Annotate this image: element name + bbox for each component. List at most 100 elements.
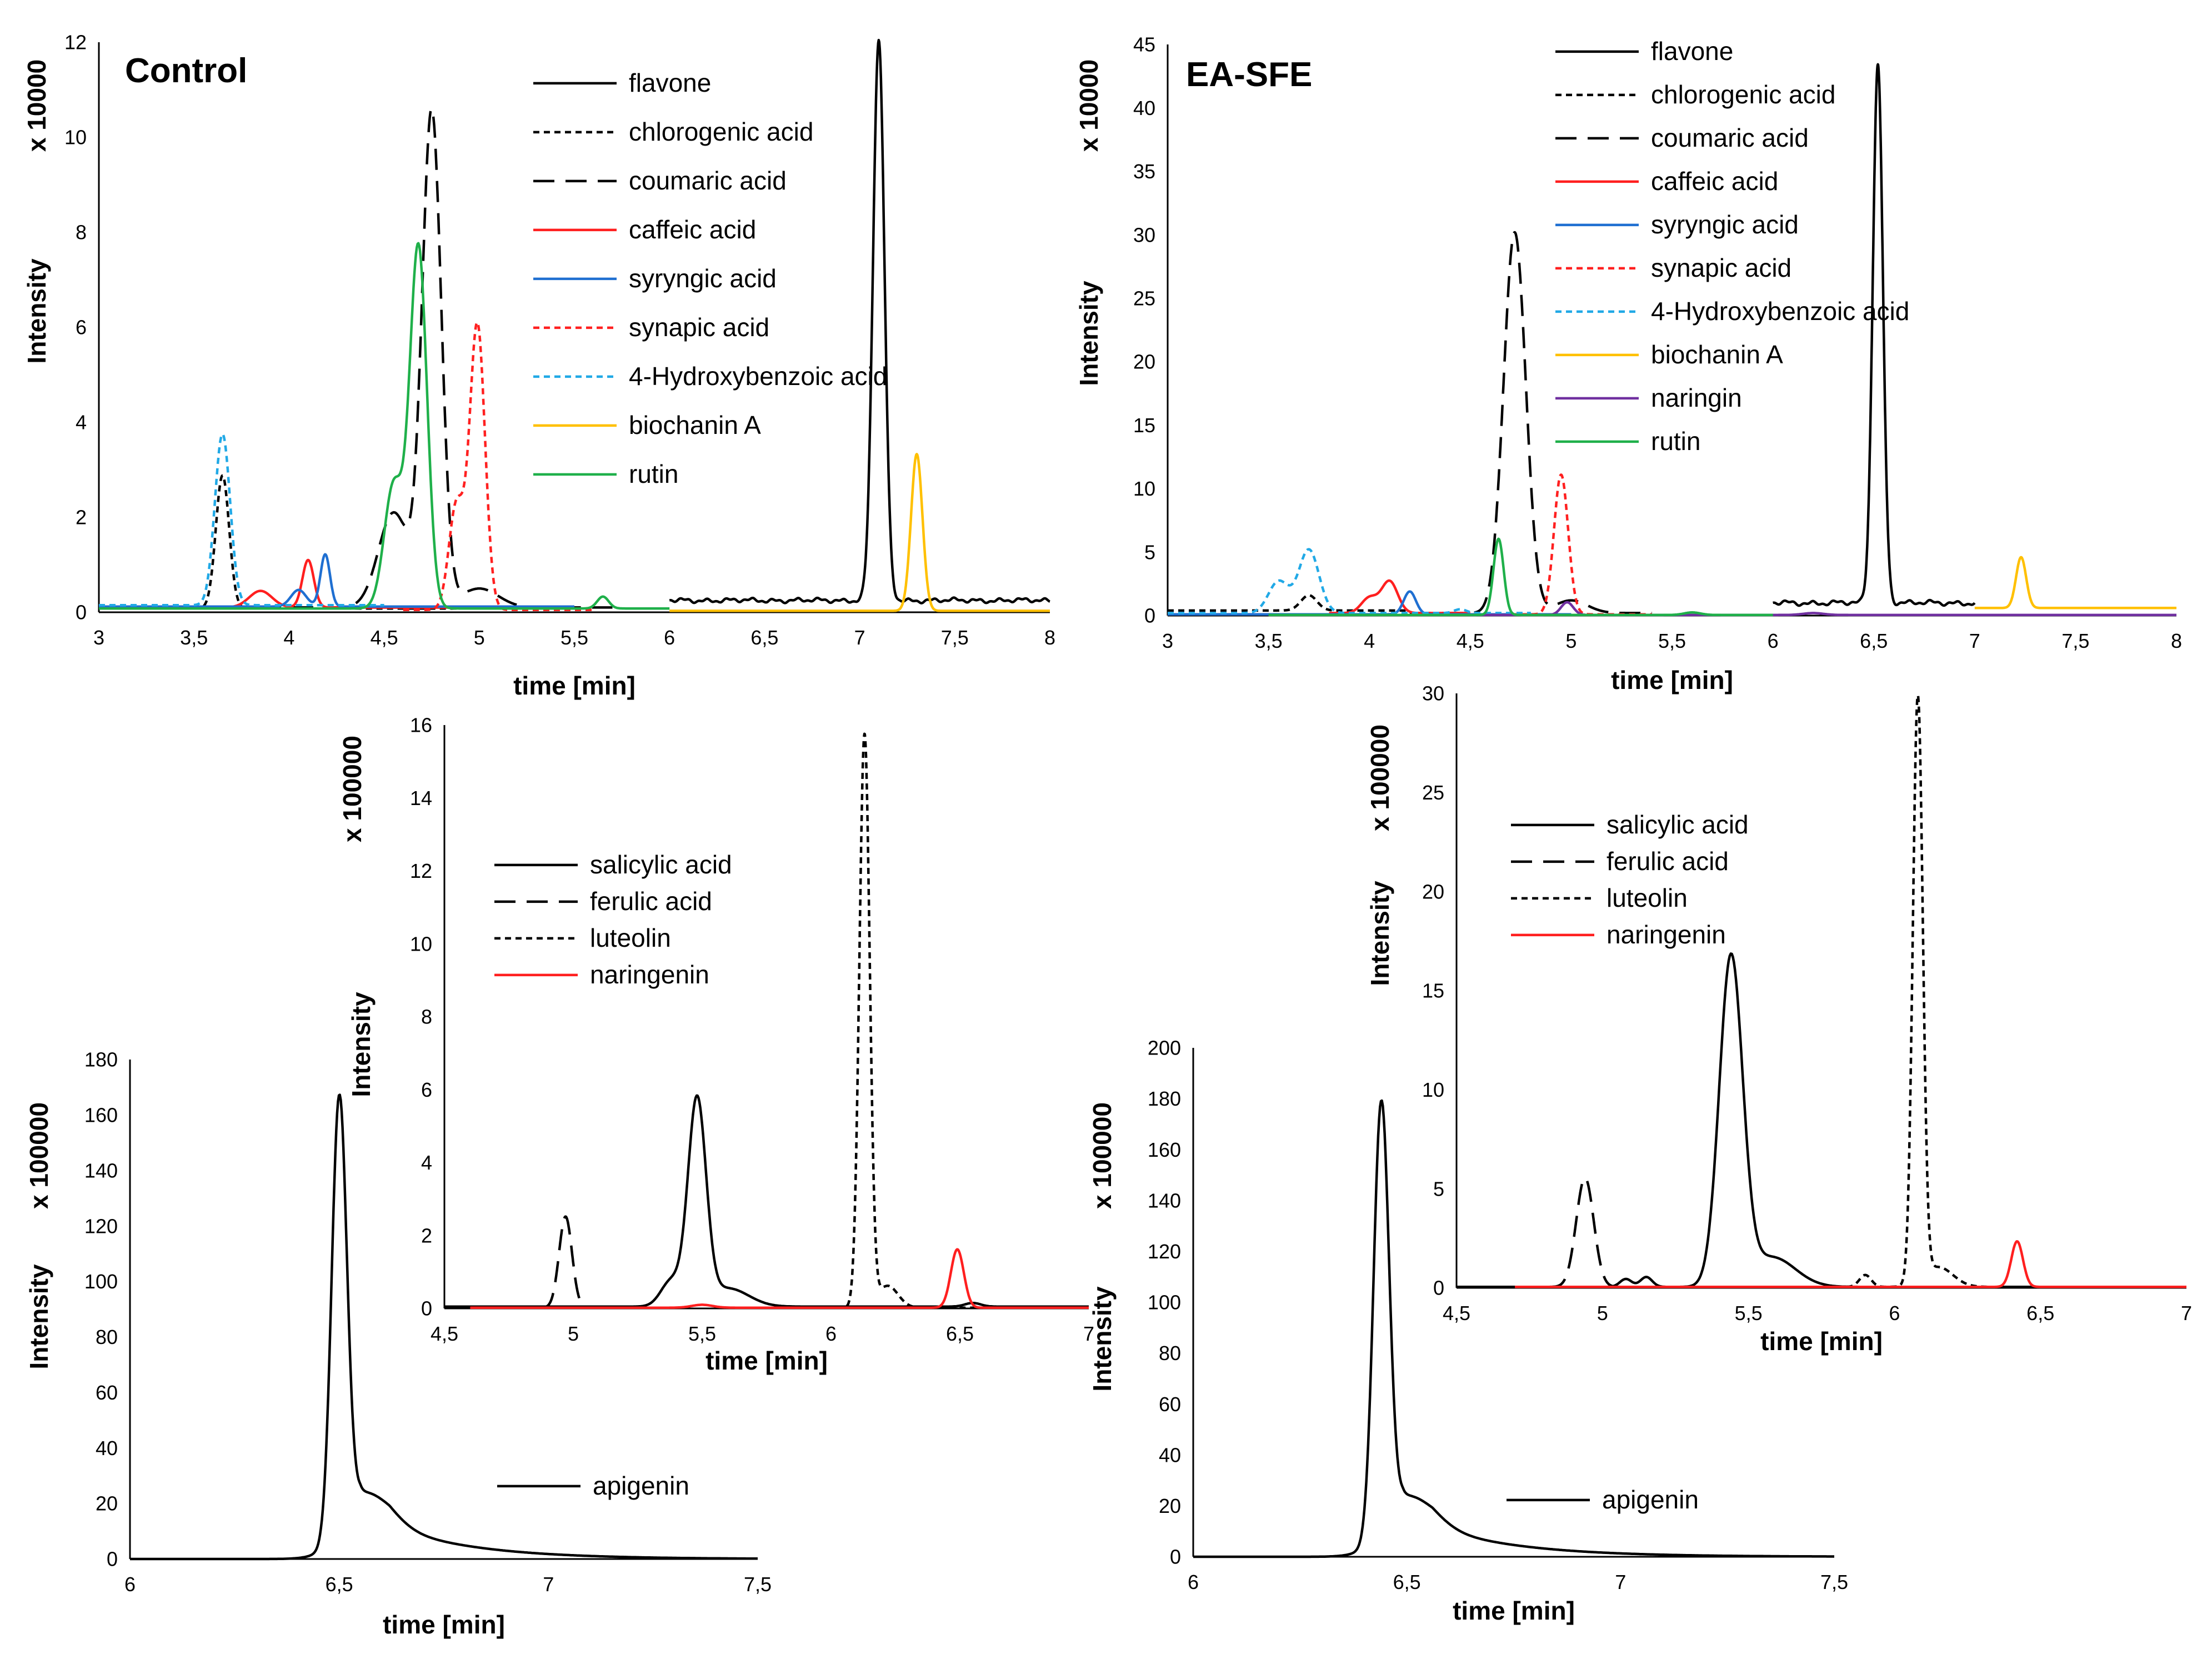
y-tick-label: 35 (1133, 160, 1155, 183)
legend-label: coumaric acid (1651, 123, 1809, 152)
chart-title: EA-SFE (1186, 56, 1312, 94)
series-coumaric-acid (1409, 231, 1653, 614)
legend-label: flavone (629, 68, 711, 97)
y-tick-label: 0 (1170, 1546, 1181, 1568)
y-tick-label: 80 (1159, 1342, 1181, 1365)
y-tick-label: 30 (1422, 682, 1444, 705)
y-tick-label: 180 (84, 1048, 118, 1071)
y-tick-label: 12 (64, 31, 87, 54)
series-flavone (1771, 63, 1976, 607)
legend-label: rutin (629, 459, 678, 488)
x-tick-label: 5,5 (1735, 1302, 1763, 1325)
y-tick-label: 6 (76, 316, 87, 339)
y-axis-label: Intensity (1088, 1286, 1117, 1392)
x-tick-label: 5,5 (560, 626, 588, 649)
control-inset-chart: 0 2 4 6 8 10 12 14 16 4,5 5 5,5 6 6,5 7 time [min] Inten… (338, 714, 1094, 1375)
y-tick-label: 40 (1159, 1443, 1181, 1466)
x-tick-label: 3 (93, 626, 104, 649)
series-chlorogenic-acid (1167, 594, 1411, 612)
easfe-main-chart: 0 5 10 15 20 25 30 35 40 45 3 3,5 4 4,5 5 5,5 6 6,5 7 7,5 8 t… (1074, 33, 2182, 694)
series-salicylic-acid (1456, 952, 2187, 1288)
x-tick-label: 6,5 (750, 626, 778, 649)
x-tick-label: 5 (1597, 1302, 1608, 1325)
x-axis-label: time [min] (1760, 1327, 1883, 1356)
y-tick-label: 160 (1148, 1138, 1181, 1161)
x-axis-label: time [min] (513, 671, 635, 700)
y-tick-label: 0 (1144, 604, 1155, 627)
x-tick-label: 4 (283, 626, 294, 649)
y-tick-label: 40 (96, 1437, 118, 1460)
legend: salicylic acid ferulic acid luteolin naring… (494, 850, 732, 989)
x-tick-label: 5,5 (1658, 629, 1686, 652)
series-luteolin (1835, 694, 2188, 1288)
x-tick-label: 7 (1083, 1322, 1094, 1345)
x-tick-label: 5 (474, 626, 485, 649)
y-tick-label: 10 (1422, 1078, 1444, 1101)
control-main-chart: 0 2 4 6 8 10 12 3 3,5 4 4,5 5 5,5 6 6,5 7 7,5 8 time [min]… (22, 31, 1055, 700)
y-tick-label: 2 (421, 1224, 432, 1247)
y-tick-label: 180 (1148, 1087, 1181, 1110)
series-naringenin (1514, 1240, 2187, 1288)
legend-label: naringenin (590, 960, 709, 989)
legend-label: naringenin (1607, 920, 1726, 949)
series-biochanin-a (668, 453, 1051, 612)
legend-label: synapic acid (1651, 253, 1791, 282)
y-tick-label: 5 (1433, 1177, 1444, 1200)
y-tick-label: 20 (96, 1492, 118, 1515)
x-tick-label: 7,5 (941, 626, 969, 649)
y-axis-label: Intensity (24, 1264, 53, 1370)
y-tick-label: 5 (1144, 541, 1155, 563)
series-flavone (668, 38, 1051, 604)
x-tick-label: 6,5 (2026, 1302, 2054, 1325)
legend-label: coumaric acid (629, 166, 787, 195)
legend: apigenin (497, 1471, 689, 1500)
series-syryngic-acid (98, 553, 575, 608)
y-tick-label: 10 (410, 932, 432, 955)
legend: flavone chlorogenic acid coumaric acid caff… (533, 68, 887, 488)
y-tick-label: 25 (1422, 781, 1444, 804)
x-tick-label: 6,5 (1860, 629, 1888, 652)
legend-label: apigenin (1602, 1485, 1699, 1514)
y-tick-label: 20 (1159, 1495, 1181, 1517)
y-tick-label: 15 (1133, 414, 1155, 437)
y-tick-label: 4 (421, 1151, 432, 1174)
y-unit-label: x 10000 (22, 59, 51, 152)
y-tick-label: 0 (421, 1297, 432, 1320)
x-axis-label: time [min] (1611, 666, 1733, 694)
x-tick-label: 7,5 (1820, 1571, 1848, 1593)
legend-label: rutin (1651, 427, 1700, 456)
y-tick-label: 6 (421, 1078, 432, 1101)
legend-label: ferulic acid (590, 887, 712, 916)
legend-label: synapic acid (629, 313, 769, 342)
series-biochanin-a (1974, 556, 2178, 609)
y-tick-label: 14 (410, 787, 432, 809)
legend-label: syryngic acid (1651, 210, 1799, 239)
y-tick-label: 80 (96, 1326, 118, 1348)
legend-label: luteolin (590, 923, 671, 952)
legend: apigenin (1507, 1485, 1699, 1514)
y-tick-label: 100 (1148, 1291, 1181, 1314)
y-tick-label: 2 (76, 506, 87, 529)
legend-label: caffeic acid (629, 215, 756, 244)
y-tick-label: 0 (1433, 1277, 1444, 1300)
x-tick-label: 6 (825, 1322, 837, 1345)
x-tick-label: 6 (1768, 629, 1779, 652)
legend-label: flavone (1651, 37, 1733, 66)
x-tick-label: 7 (1615, 1571, 1626, 1593)
y-tick-label: 10 (64, 126, 87, 149)
x-tick-label: 7,5 (744, 1573, 772, 1596)
x-tick-label: 7 (1969, 629, 1980, 652)
x-tick-label: 7 (543, 1573, 554, 1596)
series-ferulic-acid (1514, 1176, 1691, 1288)
y-tick-label: 0 (107, 1548, 118, 1571)
x-tick-label: 6 (1889, 1302, 1900, 1325)
y-unit-label: x 100000 (1365, 724, 1394, 831)
y-unit-label: x 100000 (338, 736, 367, 842)
y-tick-label: 140 (84, 1159, 118, 1182)
x-tick-label: 4,5 (1457, 629, 1484, 652)
x-tick-label: 3,5 (1255, 629, 1283, 652)
legend: flavone chlorogenic acid coumaric acid caff… (1555, 37, 1909, 456)
y-tick-label: 12 (410, 860, 432, 882)
